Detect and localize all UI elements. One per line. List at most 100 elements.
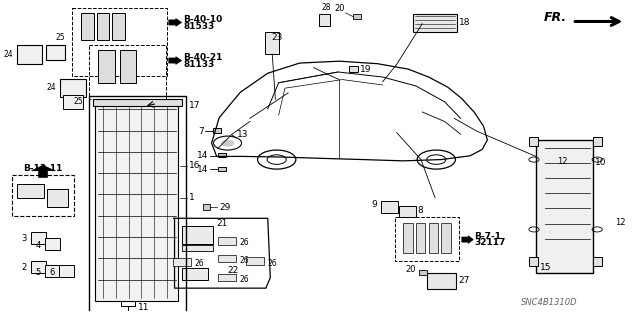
- Bar: [416, 223, 426, 253]
- Bar: [218, 274, 236, 281]
- Text: 13: 13: [237, 130, 248, 139]
- Bar: [173, 258, 191, 266]
- Text: 20: 20: [335, 4, 346, 13]
- Bar: [97, 13, 109, 40]
- Bar: [399, 206, 416, 217]
- Text: 16: 16: [189, 161, 200, 170]
- Text: 9: 9: [372, 199, 378, 209]
- Text: 27: 27: [458, 276, 469, 286]
- Bar: [429, 223, 438, 253]
- Text: 26: 26: [195, 259, 204, 268]
- Text: 29: 29: [220, 203, 230, 212]
- Bar: [47, 189, 68, 207]
- Text: 22: 22: [228, 265, 239, 275]
- Bar: [112, 13, 125, 40]
- Bar: [349, 66, 358, 72]
- Bar: [89, 45, 166, 99]
- Bar: [593, 137, 602, 146]
- Text: 14: 14: [197, 165, 209, 174]
- Bar: [12, 175, 74, 216]
- Text: 81133: 81133: [184, 60, 215, 69]
- Text: 26: 26: [239, 238, 249, 247]
- Text: 24: 24: [3, 50, 13, 59]
- Text: 4: 4: [35, 241, 40, 250]
- Bar: [45, 45, 65, 60]
- Text: 11: 11: [138, 303, 150, 312]
- Text: 28: 28: [321, 3, 331, 12]
- Bar: [45, 238, 60, 250]
- Text: 12: 12: [557, 157, 568, 166]
- Bar: [428, 273, 456, 289]
- Text: FR.: FR.: [544, 11, 567, 24]
- Polygon shape: [462, 236, 474, 243]
- Text: 25: 25: [55, 33, 65, 42]
- Text: B-40-10: B-40-10: [184, 15, 223, 24]
- Text: 5: 5: [35, 268, 40, 277]
- Bar: [413, 13, 458, 32]
- Text: 7: 7: [198, 127, 204, 136]
- Text: 24: 24: [47, 83, 56, 92]
- Bar: [59, 265, 74, 277]
- Bar: [395, 217, 459, 261]
- Polygon shape: [169, 57, 182, 64]
- Polygon shape: [31, 165, 54, 177]
- Bar: [63, 95, 83, 109]
- Bar: [17, 45, 42, 64]
- Bar: [529, 137, 538, 146]
- Text: 20: 20: [405, 264, 416, 274]
- Bar: [246, 257, 264, 265]
- Bar: [353, 14, 361, 19]
- Bar: [442, 223, 451, 253]
- Bar: [218, 167, 227, 171]
- Text: 10: 10: [595, 158, 606, 167]
- Text: 26: 26: [239, 256, 249, 265]
- Bar: [381, 202, 398, 213]
- Text: 81533: 81533: [184, 22, 215, 31]
- Bar: [203, 204, 210, 210]
- Text: 19: 19: [360, 65, 371, 74]
- Text: B-40-21: B-40-21: [184, 53, 223, 62]
- Text: 25: 25: [74, 97, 83, 106]
- Bar: [182, 226, 214, 244]
- Bar: [214, 129, 221, 133]
- Text: 8: 8: [417, 206, 423, 215]
- Bar: [529, 257, 538, 266]
- Text: 32117: 32117: [475, 238, 506, 247]
- Bar: [93, 99, 182, 106]
- Text: SNC4B1310D: SNC4B1310D: [521, 298, 578, 307]
- Bar: [218, 153, 227, 157]
- Bar: [120, 50, 136, 83]
- Bar: [98, 50, 115, 83]
- Bar: [182, 245, 214, 251]
- Bar: [319, 13, 330, 26]
- Text: 6: 6: [49, 268, 54, 277]
- Text: 23: 23: [271, 33, 283, 41]
- Text: 1: 1: [189, 193, 195, 202]
- Text: 18: 18: [460, 18, 471, 27]
- Bar: [95, 104, 179, 301]
- Bar: [45, 265, 60, 277]
- Text: B-7-1: B-7-1: [475, 232, 502, 241]
- Circle shape: [221, 140, 234, 146]
- Text: 26: 26: [267, 259, 276, 268]
- Bar: [536, 140, 593, 273]
- Bar: [81, 13, 94, 40]
- Bar: [17, 184, 44, 198]
- Text: 3: 3: [21, 234, 26, 243]
- Bar: [593, 257, 602, 266]
- Bar: [218, 237, 236, 245]
- Text: 21: 21: [217, 219, 228, 227]
- Text: 12: 12: [615, 218, 625, 227]
- Text: 15: 15: [540, 263, 551, 272]
- Bar: [60, 78, 86, 97]
- Text: 14: 14: [197, 151, 209, 160]
- Bar: [419, 270, 428, 275]
- Polygon shape: [169, 19, 182, 26]
- Text: 26: 26: [239, 275, 249, 284]
- Bar: [72, 8, 167, 76]
- Bar: [182, 268, 209, 280]
- Bar: [31, 261, 46, 273]
- Text: 17: 17: [189, 101, 200, 110]
- Bar: [403, 223, 413, 253]
- Bar: [31, 232, 46, 244]
